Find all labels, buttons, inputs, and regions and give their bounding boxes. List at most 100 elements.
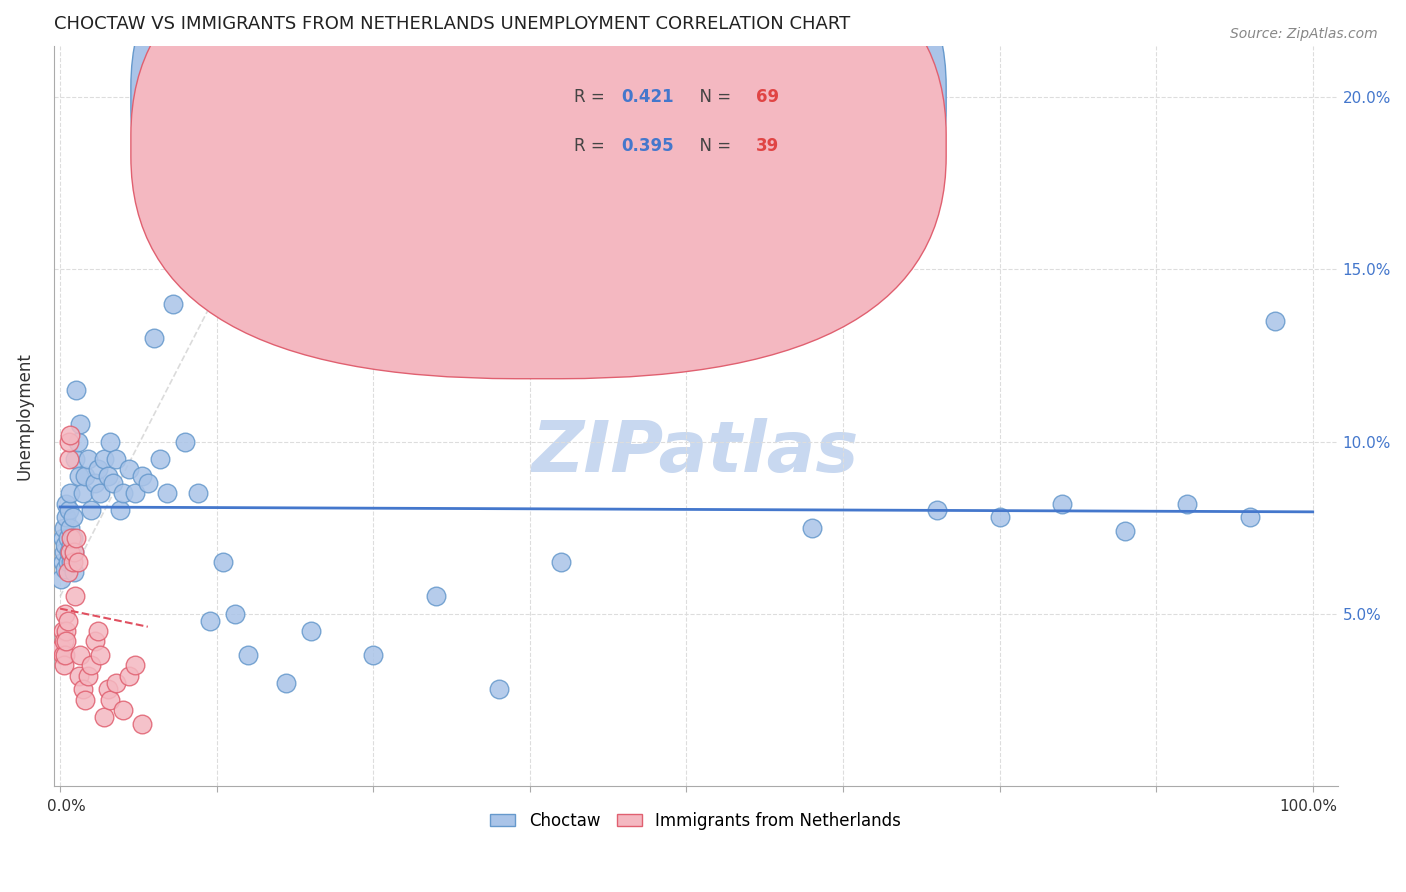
- Point: [111, 703, 134, 717]
- Point: [63, 544, 86, 558]
- Point: [131, 716, 153, 731]
- Point: [84, 634, 107, 648]
- Point: [200, 614, 222, 628]
- Point: [97, 469, 120, 483]
- Point: [66, 434, 89, 449]
- Point: [1264, 314, 1286, 328]
- Point: [105, 451, 128, 466]
- Point: [63, 590, 86, 604]
- Point: [86, 624, 108, 638]
- Point: [55, 634, 77, 648]
- Point: [124, 486, 146, 500]
- Point: [212, 555, 235, 569]
- Point: [52, 634, 75, 648]
- Point: [89, 486, 111, 500]
- Point: [69, 648, 91, 662]
- Point: [58, 434, 80, 449]
- Point: [58, 503, 80, 517]
- Point: [62, 531, 84, 545]
- Legend: Choctaw, Immigrants from Netherlands: Choctaw, Immigrants from Netherlands: [484, 805, 908, 837]
- Point: [800, 520, 823, 534]
- Point: [58, 451, 80, 466]
- Point: [52, 658, 75, 673]
- Point: [59, 520, 82, 534]
- Point: [58, 544, 80, 558]
- Point: [59, 427, 82, 442]
- Point: [174, 434, 197, 449]
- Point: [53, 648, 76, 662]
- Point: [59, 544, 82, 558]
- Text: 0.0%: 0.0%: [48, 799, 86, 814]
- Text: CHOCTAW VS IMMIGRANTS FROM NETHERLANDS UNEMPLOYMENT CORRELATION CHART: CHOCTAW VS IMMIGRANTS FROM NETHERLANDS U…: [53, 15, 851, 33]
- Point: [97, 682, 120, 697]
- Text: ZIPatlas: ZIPatlas: [531, 418, 859, 487]
- Point: [60, 538, 83, 552]
- Point: [63, 451, 86, 466]
- Point: [55, 624, 77, 638]
- Point: [53, 607, 76, 621]
- Text: 39: 39: [756, 136, 779, 154]
- Point: [56, 566, 79, 580]
- Point: [299, 624, 322, 638]
- Point: [56, 614, 79, 628]
- Point: [53, 538, 76, 552]
- Point: [72, 486, 94, 500]
- Point: [69, 417, 91, 432]
- Point: [925, 503, 948, 517]
- Point: [1050, 496, 1073, 510]
- Point: [89, 648, 111, 662]
- Text: 0.421: 0.421: [621, 88, 673, 106]
- Point: [63, 544, 86, 558]
- Point: [60, 555, 83, 569]
- Text: N =: N =: [689, 136, 737, 154]
- Point: [136, 475, 159, 490]
- Point: [72, 682, 94, 697]
- Point: [1114, 524, 1136, 538]
- Point: [136, 177, 159, 191]
- Point: [550, 555, 572, 569]
- Point: [149, 451, 172, 466]
- Point: [76, 668, 98, 682]
- Point: [361, 648, 384, 662]
- Text: R =: R =: [574, 136, 610, 154]
- Point: [65, 531, 87, 545]
- Text: 69: 69: [756, 88, 779, 106]
- Text: 100.0%: 100.0%: [1279, 799, 1337, 814]
- Point: [111, 486, 134, 500]
- Point: [52, 544, 75, 558]
- Text: N =: N =: [689, 88, 737, 106]
- Point: [118, 668, 141, 682]
- Point: [53, 562, 76, 576]
- FancyBboxPatch shape: [131, 0, 946, 379]
- Point: [80, 658, 103, 673]
- Point: [67, 668, 90, 682]
- Point: [274, 675, 297, 690]
- Point: [52, 648, 75, 662]
- Point: [55, 510, 77, 524]
- Point: [143, 331, 166, 345]
- Point: [67, 469, 90, 483]
- Point: [98, 434, 121, 449]
- Point: [60, 531, 83, 545]
- Point: [51, 641, 73, 656]
- Point: [63, 566, 86, 580]
- Point: [1177, 496, 1199, 510]
- Point: [425, 590, 447, 604]
- Text: R =: R =: [574, 88, 610, 106]
- Point: [488, 682, 510, 697]
- Point: [62, 510, 84, 524]
- Point: [86, 462, 108, 476]
- Point: [59, 486, 82, 500]
- Point: [80, 503, 103, 517]
- Point: [98, 692, 121, 706]
- Point: [52, 555, 75, 569]
- Point: [110, 503, 132, 517]
- Point: [51, 572, 73, 586]
- Point: [52, 624, 75, 638]
- Point: [76, 451, 98, 466]
- Point: [75, 469, 97, 483]
- Point: [131, 469, 153, 483]
- Point: [93, 451, 115, 466]
- Point: [56, 555, 79, 569]
- Point: [155, 486, 177, 500]
